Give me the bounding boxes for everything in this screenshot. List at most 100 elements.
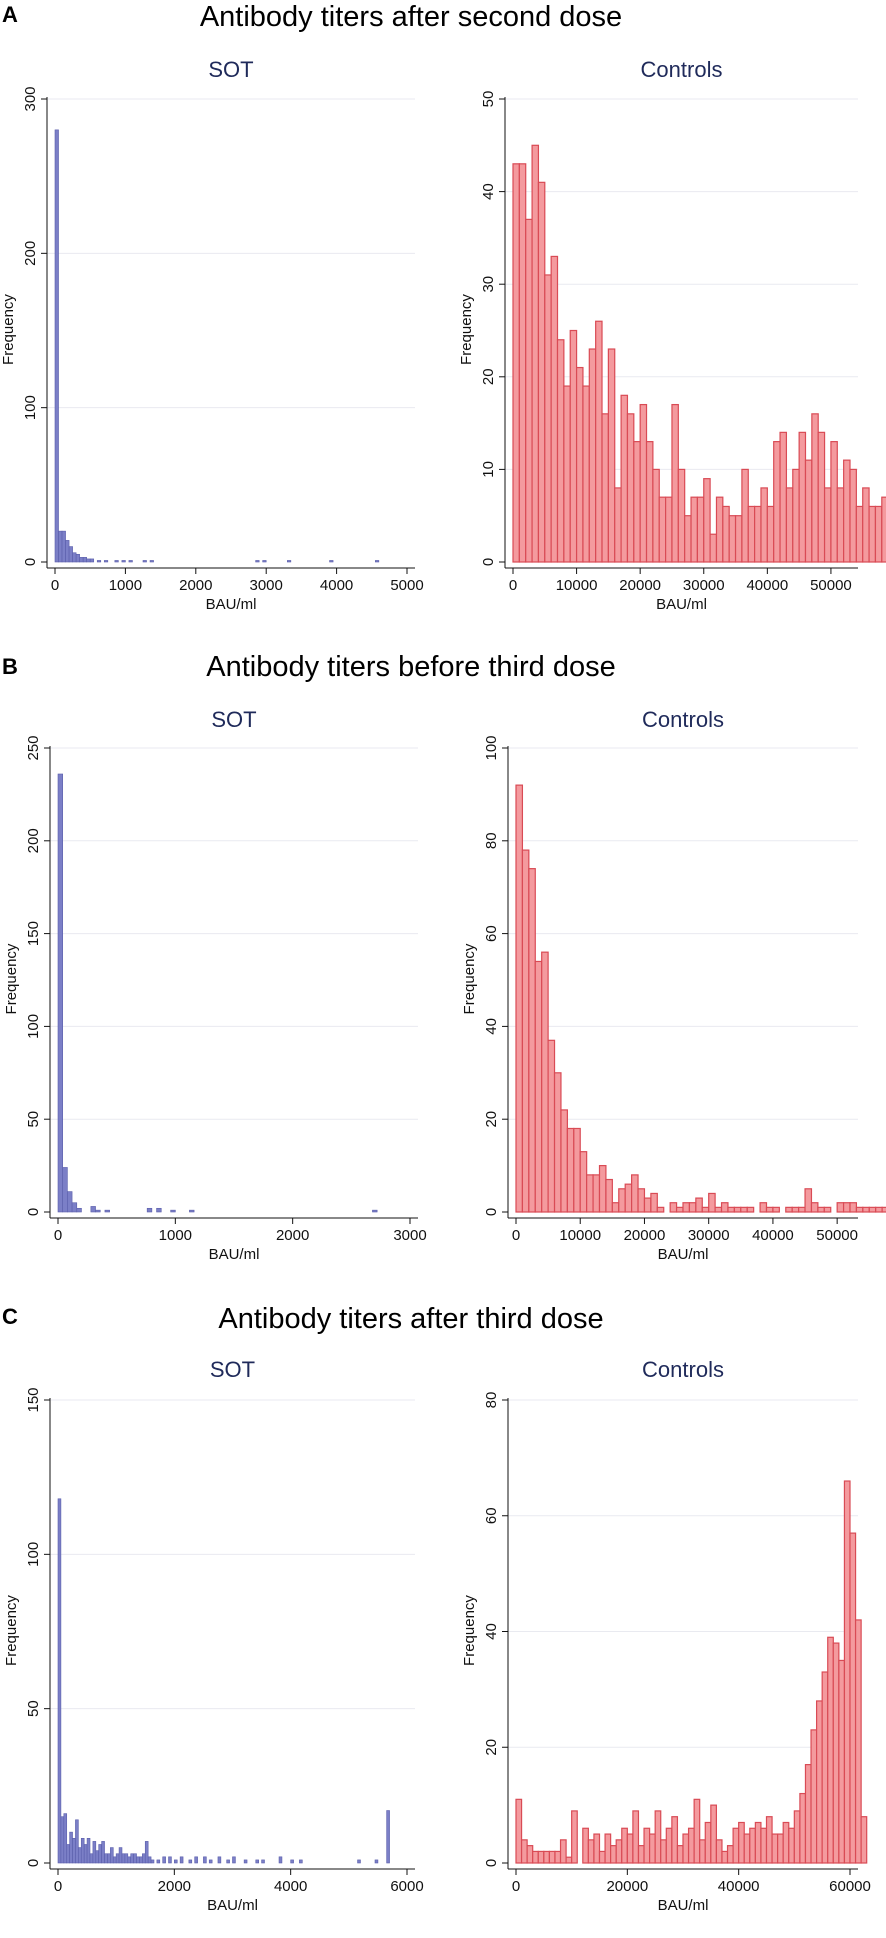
histogram-bar (626, 1833, 634, 1864)
histogram-bar (75, 553, 80, 563)
histogram-bar (821, 1671, 829, 1864)
histogram-bar (144, 1841, 149, 1864)
histogram-bar (785, 1206, 793, 1213)
histogram-bar (656, 1206, 665, 1213)
histogram-bar (699, 1839, 706, 1864)
histogram-bar (804, 459, 813, 563)
y-tick-label: 80 (483, 832, 500, 849)
histogram-bar (63, 1813, 68, 1864)
histogram-bar (217, 1856, 222, 1864)
x-tick-label: 50000 (810, 577, 852, 594)
y-tick-label: 20 (483, 1739, 500, 1756)
histogram-bar (772, 1206, 780, 1213)
histogram-bar (58, 530, 63, 563)
x-tick-label: 10000 (559, 1227, 601, 1244)
histogram-bar (103, 560, 109, 563)
x-tick-label: 20000 (624, 1227, 666, 1244)
histogram-bar (855, 1206, 864, 1213)
y-tick-label: 20 (480, 368, 497, 385)
histogram-bar (799, 1792, 807, 1864)
histogram-bar (740, 1206, 748, 1213)
x-tick-label: 40000 (718, 1878, 760, 1895)
histogram-bar (639, 403, 648, 563)
histogram-bar (855, 505, 864, 563)
histogram-bar (86, 558, 91, 563)
x-axis-label: BAU/ml (658, 1897, 709, 1914)
histogram-bar (817, 1206, 825, 1213)
x-axis-label: BAU/ml (656, 596, 707, 613)
histogram-bar (532, 1850, 539, 1864)
histogram-bar (604, 1833, 612, 1864)
histogram-bar (842, 1202, 851, 1213)
x-tick-label: 3000 (393, 1227, 426, 1244)
histogram-bar (136, 1856, 140, 1864)
histogram-bar (563, 385, 571, 563)
chart-title: SOT (211, 707, 256, 732)
y-tick-label: 200 (25, 828, 42, 853)
histogram-bar (174, 1859, 178, 1864)
histogram-bar (721, 1850, 729, 1864)
histogram-bar (620, 394, 629, 563)
histogram-bar (815, 1700, 823, 1864)
chart-title: SOT (210, 1357, 255, 1382)
histogram-bar (57, 1498, 62, 1864)
histogram-bar (118, 1847, 123, 1864)
histogram-bar (232, 1856, 236, 1864)
histogram-bar (278, 1856, 283, 1864)
y-tick-label: 250 (25, 735, 42, 760)
histogram-bar (615, 1839, 623, 1864)
histogram-bar (710, 1804, 717, 1864)
histogram-bar (61, 530, 66, 563)
y-tick-label: 80 (483, 1392, 500, 1409)
histogram-bar (518, 163, 527, 563)
histogram-bar (515, 784, 524, 1213)
histogram-bar (556, 339, 565, 563)
histogram-bar (665, 496, 673, 563)
histogram-bar (512, 163, 520, 563)
histogram-bar (760, 1827, 768, 1864)
histogram-bar (614, 487, 622, 563)
histogram-bar (793, 1810, 801, 1864)
histogram-bar (550, 255, 559, 563)
chart-title: SOT (208, 57, 253, 82)
histogram-bar (203, 1856, 207, 1864)
histogram-bar (128, 560, 133, 563)
histogram-bar (92, 1841, 97, 1864)
histogram-bar (86, 1838, 91, 1864)
histogram-bar (660, 1839, 667, 1864)
histogram-bar (626, 413, 635, 563)
histogram-bar (357, 1859, 361, 1864)
histogram-bar (67, 1191, 73, 1213)
histogram-bar (682, 1833, 690, 1864)
histogram-bar (881, 1206, 886, 1213)
histogram-bar (290, 1859, 294, 1864)
y-tick-label: 60 (483, 925, 500, 942)
histogram-bar (643, 1197, 652, 1213)
histogram-bar (139, 1856, 143, 1864)
histogram-bar (788, 1827, 795, 1864)
histogram-bar (618, 1188, 626, 1213)
histogram-bar (541, 951, 549, 1213)
histogram-bar (804, 1188, 813, 1213)
panel-letter-a: A (2, 2, 18, 27)
histogram-bar (526, 1845, 534, 1864)
histogram-bar (515, 1798, 523, 1864)
x-tick-label: 50000 (816, 1227, 858, 1244)
histogram-bar (677, 468, 686, 563)
x-tick-label: 2000 (179, 577, 212, 594)
histogram-bar (690, 496, 698, 563)
histogram-bar (671, 403, 679, 563)
histogram-bar (262, 560, 267, 563)
histogram-bar (733, 1206, 742, 1213)
histogram-bar (110, 1847, 114, 1864)
histogram-bar (709, 533, 718, 563)
histogram-bar (79, 557, 84, 563)
histogram-bar (560, 1109, 568, 1213)
histogram-bar (881, 496, 886, 563)
histogram-bar (832, 1642, 840, 1864)
histogram-bar (595, 320, 603, 563)
histogram-bar (60, 1816, 65, 1864)
histogram-bar (631, 1174, 639, 1213)
histogram-bar (142, 560, 147, 563)
histogram-bar (854, 1619, 862, 1864)
